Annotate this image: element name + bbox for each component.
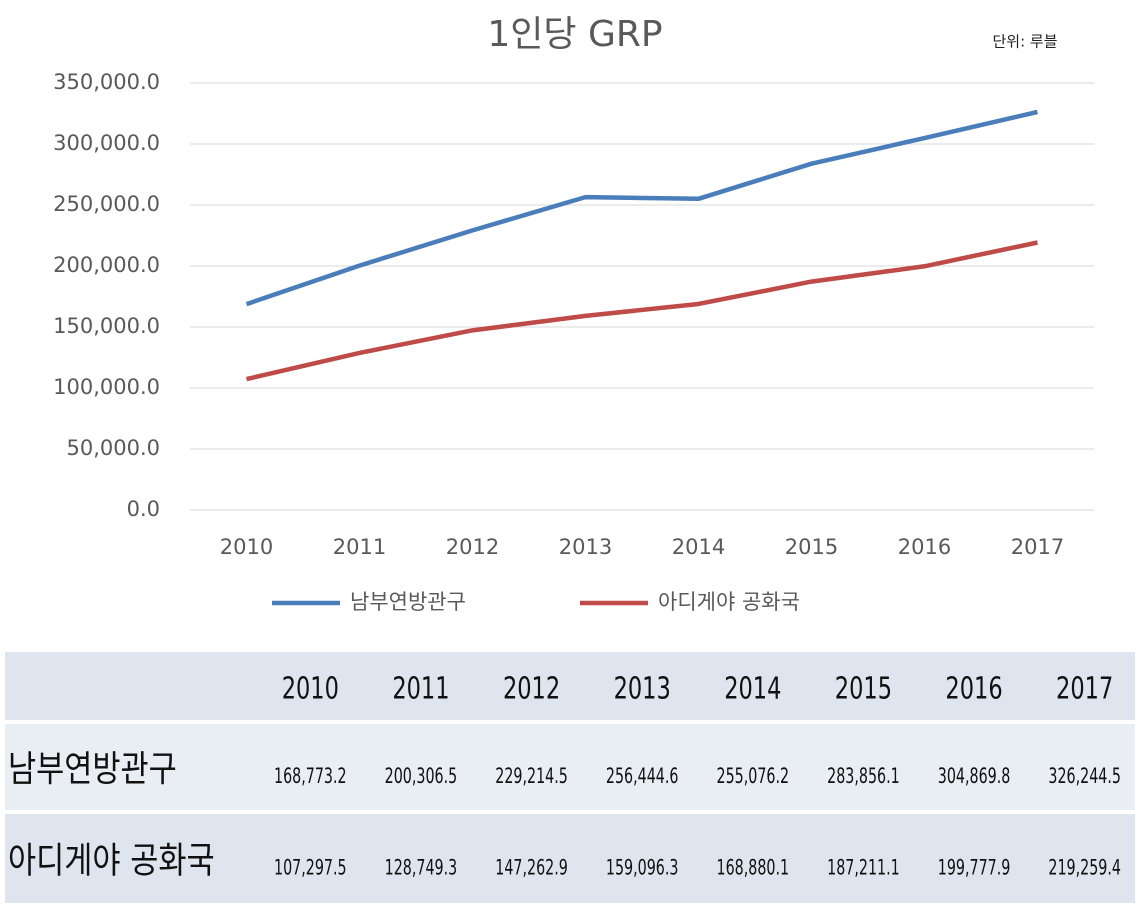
table-row: [5, 814, 1135, 903]
x-tick-label: 2011: [333, 535, 386, 559]
table-header: 2010: [282, 671, 339, 706]
y-tick-label: 200,000.0: [53, 253, 160, 277]
table-cell: 283,856.1: [827, 764, 900, 789]
table-cell: 326,244.5: [1048, 764, 1121, 789]
y-tick-label: 0.0: [127, 497, 160, 521]
x-tick-label: 2010: [220, 535, 273, 559]
table-header: 2014: [724, 671, 781, 706]
table-cell: 128,749.3: [385, 856, 458, 881]
y-tick-label: 150,000.0: [53, 314, 160, 338]
chart-title: 1인당 GRP: [487, 14, 662, 55]
table-cell: 159,096.3: [606, 856, 679, 881]
series-line: [245, 240, 1038, 382]
table-header: 2013: [614, 671, 671, 706]
y-tick-label: 100,000.0: [53, 375, 160, 399]
table-cell: 187,211.1: [827, 856, 900, 881]
x-tick-label: 2016: [898, 535, 951, 559]
table-cell: 229,214.5: [495, 764, 568, 789]
table-header: 2012: [503, 671, 560, 706]
legend-label: 아디게야 공화국: [658, 590, 800, 614]
y-tick-label: 50,000.0: [66, 436, 160, 460]
y-tick-label: 350,000.0: [53, 70, 160, 94]
table-cell: 256,444.6: [606, 764, 679, 789]
table-row-label: 아디게야 공화국: [8, 839, 215, 881]
table-cell: 147,262.9: [495, 856, 568, 881]
table-header: 2016: [945, 671, 1002, 706]
table-header: 2017: [1056, 671, 1113, 706]
x-tick-label: 2014: [672, 535, 725, 559]
table-row: [5, 652, 1135, 720]
table-cell: 168,773.2: [274, 764, 347, 789]
series-line: [245, 109, 1039, 307]
x-tick-label: 2012: [446, 535, 499, 559]
table-cell: 168,880.1: [717, 856, 790, 881]
y-tick-label: 300,000.0: [53, 131, 160, 155]
table-header: 2015: [835, 671, 892, 706]
table-row: [5, 724, 1135, 810]
table-cell: 219,259.4: [1048, 856, 1121, 881]
table-cell: 200,306.5: [385, 764, 458, 789]
table-cell: 304,869.8: [938, 764, 1011, 789]
unit-label: 단위: 루블: [992, 33, 1057, 51]
table-header: 2011: [392, 671, 449, 706]
y-tick-label: 250,000.0: [53, 192, 160, 216]
table-cell: 107,297.5: [274, 856, 347, 881]
table-cell: 199,777.9: [938, 856, 1011, 881]
legend-label: 남부연방관구: [350, 590, 466, 614]
table-cell: 255,076.2: [717, 764, 790, 789]
table-row-label: 남부연방관구: [8, 748, 177, 790]
x-tick-label: 2013: [559, 535, 612, 559]
x-tick-label: 2015: [785, 535, 838, 559]
x-tick-label: 2017: [1011, 535, 1064, 559]
